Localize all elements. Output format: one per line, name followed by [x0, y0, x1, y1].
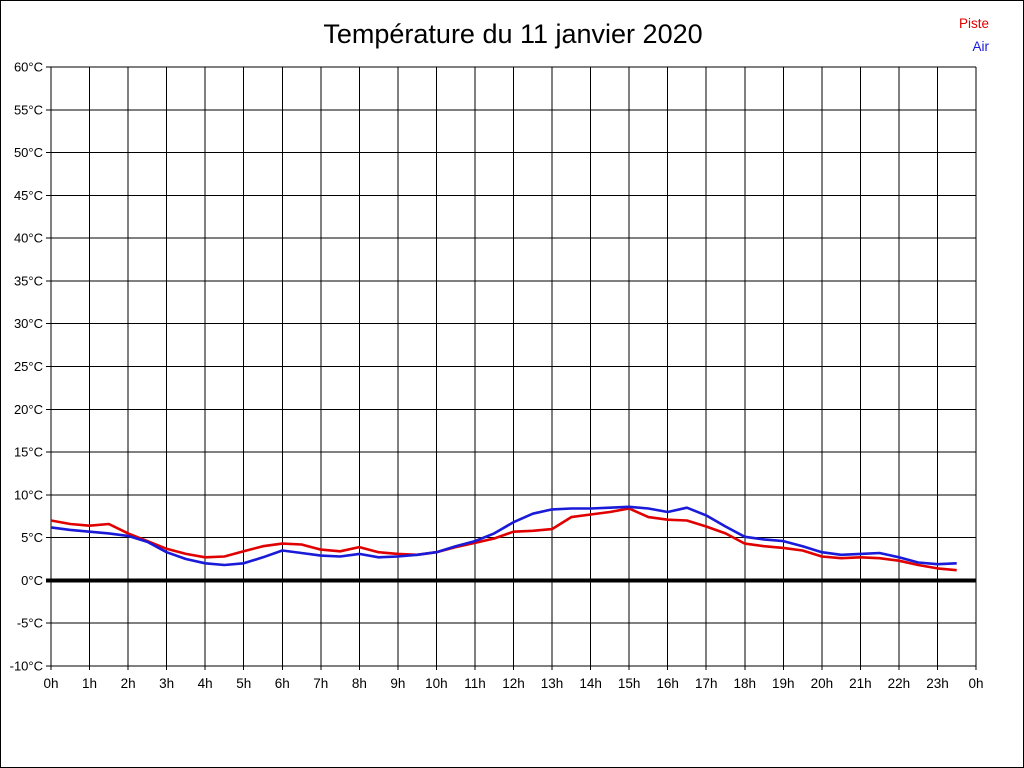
x-tick-label: 11h: [464, 676, 486, 691]
x-tick-label: 13h: [541, 676, 564, 691]
y-tick-label: 55°C: [14, 102, 43, 117]
x-tick-label: 15h: [618, 676, 641, 691]
y-tick-label: 30°C: [14, 316, 43, 331]
x-tick-label: 16h: [656, 676, 679, 691]
x-tick-label: 22h: [888, 676, 911, 691]
x-tick-label: 2h: [121, 676, 136, 691]
x-tick-label: 9h: [390, 676, 405, 691]
legend-item-air: Air: [972, 39, 990, 54]
x-tick-label: 14h: [579, 676, 602, 691]
y-tick-label: 20°C: [14, 402, 43, 417]
y-tick-label: 35°C: [14, 273, 43, 288]
x-tick-label: 1h: [82, 676, 97, 691]
x-tick-label: 18h: [733, 676, 756, 691]
x-tick-label: 8h: [352, 676, 367, 691]
x-tick-label: 23h: [926, 676, 949, 691]
y-tick-label: 40°C: [14, 231, 43, 246]
y-tick-label: 60°C: [14, 60, 43, 75]
legend: Piste Air: [959, 12, 989, 58]
series-line-air: [50, 505, 957, 567]
y-tick-label: 45°C: [14, 188, 43, 203]
x-tick-label: 19h: [772, 676, 795, 691]
x-tick-label: 21h: [849, 676, 872, 691]
x-tick-label: 0h: [968, 676, 983, 691]
x-tick-label: 10h: [425, 676, 448, 691]
y-tick-label: -5°C: [17, 616, 43, 631]
y-tick-label: 50°C: [14, 145, 43, 160]
y-tick-label: 15°C: [14, 445, 43, 460]
chart-title: Température du 11 janvier 2020: [323, 19, 703, 49]
x-tick-label: 12h: [502, 676, 525, 691]
y-tick-label: 10°C: [14, 487, 43, 502]
x-tick-label: 7h: [313, 676, 328, 691]
y-tick-label: 5°C: [21, 530, 43, 545]
x-tick-label: 17h: [695, 676, 718, 691]
x-tick-label: 6h: [275, 676, 290, 691]
y-tick-label: 0°C: [21, 573, 43, 588]
x-tick-label: 0h: [43, 676, 58, 691]
x-tick-label: 20h: [811, 676, 834, 691]
series-line-piste: [50, 507, 957, 572]
x-tick-label: 4h: [198, 676, 213, 691]
y-tick-label: -10°C: [10, 659, 43, 674]
legend-item-piste: Piste: [958, 16, 989, 31]
y-tick-label: 25°C: [14, 359, 43, 374]
x-tick-label: 5h: [236, 676, 251, 691]
x-tick-label: 3h: [159, 676, 174, 691]
